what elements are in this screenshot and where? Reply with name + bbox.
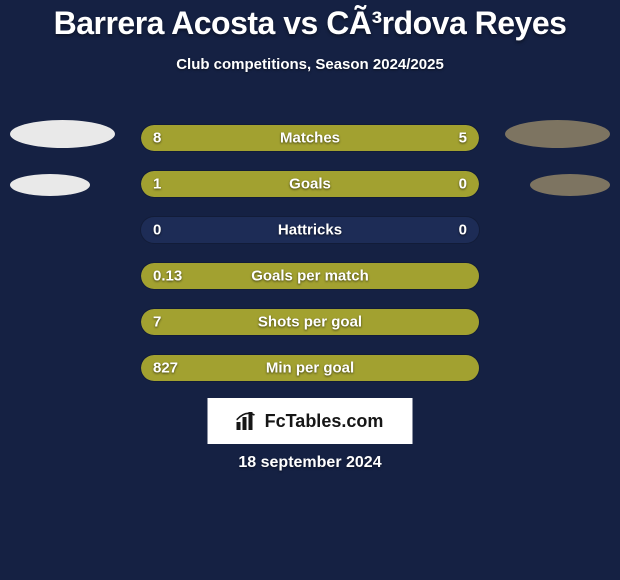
brand: FcTables.com (237, 411, 384, 432)
stat-label: Goals (141, 176, 479, 193)
stat-bar: 827Min per goal (140, 354, 480, 382)
team-badge-left-small (10, 174, 90, 196)
stats-bars: 85Matches 10Goals 00Hattricks 0.13Goals per… (140, 124, 480, 400)
infographic-date: 18 september 2024 (0, 454, 620, 472)
stat-label: Min per goal (141, 360, 479, 377)
stat-bar: 00Hattricks (140, 216, 480, 244)
brand-bars-icon (237, 412, 259, 430)
team-badge-right-large (505, 120, 610, 148)
stat-bar: 0.13Goals per match (140, 262, 480, 290)
stat-label: Shots per goal (141, 314, 479, 331)
page-subtitle: Club competitions, Season 2024/2025 (0, 56, 620, 73)
team-badge-right-small (530, 174, 610, 196)
stat-bar: 7Shots per goal (140, 308, 480, 336)
page-title: Barrera Acosta vs CÃ³rdova Reyes (0, 0, 620, 42)
stat-label: Hattricks (141, 222, 479, 239)
stat-bar: 85Matches (140, 124, 480, 152)
stat-label: Matches (141, 130, 479, 147)
stat-bar: 10Goals (140, 170, 480, 198)
brand-text: FcTables.com (265, 411, 384, 432)
team-badge-left-large (10, 120, 115, 148)
brand-box: FcTables.com (208, 398, 413, 444)
stat-label: Goals per match (141, 268, 479, 285)
comparison-infographic: Barrera Acosta vs CÃ³rdova Reyes Club co… (0, 0, 620, 580)
